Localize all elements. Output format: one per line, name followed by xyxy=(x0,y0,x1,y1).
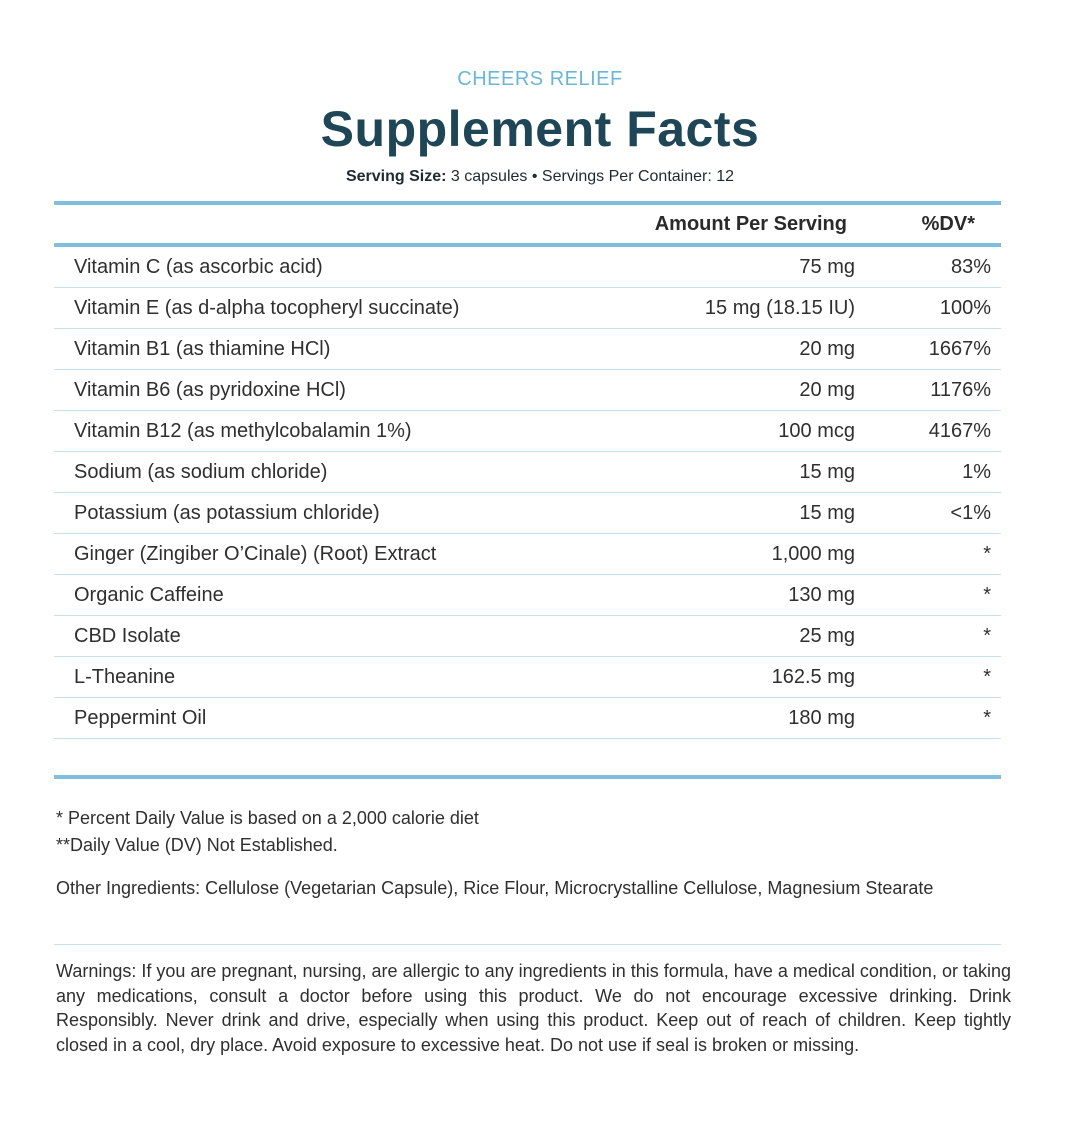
nutrient-amount: 130 mg xyxy=(788,584,855,606)
servings-per-container-label: Servings Per Container: xyxy=(541,168,712,185)
nutrient-amount: 100 mcg xyxy=(778,420,855,442)
table-row: Vitamin B12 (as methylcobalamin 1%) 100 m… xyxy=(54,411,1001,452)
nutrient-name: Ginger (Zingiber O’Cinale) (Root) Extrac… xyxy=(74,543,437,565)
nutrient-amount: 25 mg xyxy=(799,625,855,647)
nutrient-amount: 15 mg (18.15 IU) xyxy=(704,297,855,319)
footnotes: * Percent Daily Value is based on a 2,00… xyxy=(56,805,479,859)
nutrient-name: Peppermint Oil xyxy=(74,707,207,729)
nutrient-daily-value: 1% xyxy=(962,461,991,483)
nutrient-daily-value: * xyxy=(983,543,991,565)
nutrient-name: Vitamin B12 (as methylcobalamin 1%) xyxy=(74,420,412,442)
table-row: Vitamin C (as ascorbic acid) 75 mg 83% xyxy=(54,247,1001,288)
nutrient-name: CBD Isolate xyxy=(74,625,181,647)
divider xyxy=(54,944,1001,945)
table-row: Sodium (as sodium chloride) 15 mg 1% xyxy=(54,452,1001,493)
nutrient-amount: 15 mg xyxy=(799,502,855,524)
nutrient-name: Vitamin C (as ascorbic acid) xyxy=(74,256,323,278)
nutrient-name: Sodium (as sodium chloride) xyxy=(74,461,328,483)
nutrient-amount: 162.5 mg xyxy=(771,666,855,688)
serving-size-label: Serving Size: xyxy=(345,168,447,185)
nutrient-daily-value: 1176% xyxy=(930,379,991,401)
nutrient-daily-value: 83% xyxy=(950,256,991,278)
header-rule xyxy=(54,243,1001,247)
nutrient-daily-value: * xyxy=(983,666,991,688)
nutrient-amount: 20 mg xyxy=(799,338,855,360)
other-ingredients: Other Ingredients: Cellulose (Vegetarian… xyxy=(56,878,934,898)
table-row: Ginger (Zingiber O’Cinale) (Root) Extrac… xyxy=(54,534,1001,575)
dv-footnote: * Percent Daily Value is based on a 2,00… xyxy=(56,808,479,828)
nutrient-amount: 180 mg xyxy=(788,707,855,729)
serving-info: Serving Size: 3 capsules • Servings Per … xyxy=(0,168,1080,186)
serving-separator: • xyxy=(531,168,538,185)
not-established-footnote: **Daily Value (DV) Not Established. xyxy=(56,835,338,855)
nutrient-amount: 75 mg xyxy=(799,256,855,278)
nutrient-name: Organic Caffeine xyxy=(74,584,224,606)
nutrient-daily-value: 1667% xyxy=(928,338,991,360)
nutrient-amount: 15 mg xyxy=(799,461,855,483)
table-row: Vitamin E (as d-alpha tocopheryl succina… xyxy=(54,288,1001,329)
table-row: Organic Caffeine 130 mg * xyxy=(54,575,1001,616)
top-rule xyxy=(54,201,1001,205)
nutrient-daily-value: 4167% xyxy=(928,420,991,442)
nutrient-name: L-Theanine xyxy=(74,666,176,688)
table-body: Vitamin C (as ascorbic acid) 75 mg 83% Vita… xyxy=(54,247,1001,739)
brand-name: CHEERS RELIEF xyxy=(457,68,623,90)
nutrient-amount: 20 mg xyxy=(799,379,855,401)
header-amount-per-serving: Amount Per Serving xyxy=(654,213,847,235)
nutrient-amount: 1,000 mg xyxy=(771,543,855,565)
table-row: CBD Isolate 25 mg * xyxy=(54,616,1001,657)
bottom-rule xyxy=(54,775,1001,779)
nutrient-daily-value: * xyxy=(983,625,991,647)
servings-per-container-value: 12 xyxy=(716,168,735,185)
table-row: L-Theanine 162.5 mg * xyxy=(54,657,1001,698)
nutrient-daily-value: * xyxy=(983,584,991,606)
supplement-table: Amount Per Serving %DV* Vitamin C (as as… xyxy=(54,207,1001,739)
nutrient-name: Potassium (as potassium chloride) xyxy=(74,502,380,524)
nutrient-name: Vitamin B1 (as thiamine HCl) xyxy=(74,338,331,360)
header-daily-value: %DV* xyxy=(921,213,975,235)
nutrient-daily-value: <1% xyxy=(950,502,991,524)
table-row: Peppermint Oil 180 mg * xyxy=(54,698,1001,739)
warnings: Warnings: If you are pregnant, nursing, … xyxy=(56,961,1011,1055)
table-header: Amount Per Serving %DV* xyxy=(54,207,1001,243)
nutrient-name: Vitamin B6 (as pyridoxine HCl) xyxy=(74,379,346,401)
nutrient-daily-value: 100% xyxy=(939,297,991,319)
nutrient-name: Vitamin E (as d-alpha tocopheryl succina… xyxy=(74,297,460,319)
nutrient-daily-value: * xyxy=(983,707,991,729)
page-title: Supplement Facts xyxy=(320,101,760,157)
table-row: Vitamin B1 (as thiamine HCl) 20 mg 1667% xyxy=(54,329,1001,370)
serving-size-value: 3 capsules xyxy=(450,168,528,185)
table-row: Vitamin B6 (as pyridoxine HCl) 20 mg 1176% xyxy=(54,370,1001,411)
table-row: Potassium (as potassium chloride) 15 mg <1… xyxy=(54,493,1001,534)
